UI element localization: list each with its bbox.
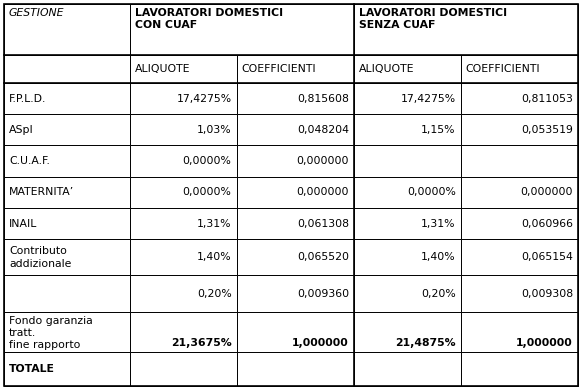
Bar	[354, 114, 460, 145]
Bar	[354, 312, 460, 352]
Bar	[4, 352, 130, 386]
Bar	[237, 114, 354, 145]
Text: Fondo garanzia
tratt.
fine rapporto: Fondo garanzia tratt. fine rapporto	[9, 316, 93, 351]
Bar	[460, 177, 578, 208]
Bar	[237, 239, 354, 275]
Text: GESTIONE: GESTIONE	[9, 8, 65, 18]
Text: ALIQUOTE: ALIQUOTE	[359, 64, 414, 74]
Text: 1,000000: 1,000000	[516, 338, 573, 348]
Text: C.U.A.F.: C.U.A.F.	[9, 156, 50, 166]
Text: 0,048204: 0,048204	[297, 125, 349, 135]
Text: 1,03%: 1,03%	[197, 125, 232, 135]
Bar	[4, 55, 130, 83]
Bar	[130, 4, 354, 55]
Text: 0,815608: 0,815608	[297, 94, 349, 104]
Bar	[460, 352, 578, 386]
Bar	[4, 145, 130, 177]
Text: 0,0000%: 0,0000%	[407, 187, 456, 197]
Bar	[4, 83, 130, 114]
Text: 0,20%: 0,20%	[197, 289, 232, 299]
Text: 1,15%: 1,15%	[421, 125, 456, 135]
Text: 0,000000: 0,000000	[296, 187, 349, 197]
Bar	[130, 55, 237, 83]
Text: 17,4275%: 17,4275%	[400, 94, 456, 104]
Bar	[130, 239, 237, 275]
Text: 0,065154: 0,065154	[521, 252, 573, 262]
Bar	[130, 83, 237, 114]
Bar	[354, 4, 578, 55]
Bar	[4, 4, 130, 55]
Text: 0,009308: 0,009308	[521, 289, 573, 299]
Bar	[4, 312, 130, 352]
Text: INAIL: INAIL	[9, 218, 37, 229]
Text: 21,3675%: 21,3675%	[171, 338, 232, 348]
Text: LAVORATORI DOMESTICI
SENZA CUAF: LAVORATORI DOMESTICI SENZA CUAF	[359, 8, 507, 30]
Bar	[354, 275, 460, 312]
Bar	[130, 177, 237, 208]
Text: 1,40%: 1,40%	[197, 252, 232, 262]
Bar	[4, 239, 130, 275]
Bar	[354, 239, 460, 275]
Text: 0,811053: 0,811053	[521, 94, 573, 104]
Bar	[460, 114, 578, 145]
Text: 0,0000%: 0,0000%	[183, 187, 232, 197]
Text: 21,4875%: 21,4875%	[395, 338, 456, 348]
Text: TOTALE: TOTALE	[9, 364, 55, 374]
Text: ASpI: ASpI	[9, 125, 34, 135]
Bar	[237, 352, 354, 386]
Text: 17,4275%: 17,4275%	[176, 94, 232, 104]
Bar	[130, 275, 237, 312]
Text: 1,000000: 1,000000	[292, 338, 349, 348]
Text: 0,20%: 0,20%	[421, 289, 456, 299]
Bar	[354, 145, 460, 177]
Text: F.P.L.D.: F.P.L.D.	[9, 94, 47, 104]
Bar	[130, 312, 237, 352]
Bar	[237, 177, 354, 208]
Text: ALIQUOTE: ALIQUOTE	[135, 64, 190, 74]
Bar	[237, 55, 354, 83]
Bar	[4, 275, 130, 312]
Text: MATERNITA’: MATERNITA’	[9, 187, 74, 197]
Text: COEFFICIENTI: COEFFICIENTI	[466, 64, 540, 74]
Bar	[4, 208, 130, 239]
Text: LAVORATORI DOMESTICI
CON CUAF: LAVORATORI DOMESTICI CON CUAF	[135, 8, 283, 30]
Bar	[460, 208, 578, 239]
Text: 1,31%: 1,31%	[197, 218, 232, 229]
Bar	[460, 239, 578, 275]
Text: 0,053519: 0,053519	[521, 125, 573, 135]
Bar	[354, 208, 460, 239]
Bar	[237, 145, 354, 177]
Bar	[460, 83, 578, 114]
Text: 0,000000: 0,000000	[520, 187, 573, 197]
Text: 0,060966: 0,060966	[521, 218, 573, 229]
Text: 0,000000: 0,000000	[296, 156, 349, 166]
Text: Contributo
addizionale: Contributo addizionale	[9, 246, 72, 269]
Bar	[130, 114, 237, 145]
Bar	[460, 145, 578, 177]
Bar	[237, 208, 354, 239]
Bar	[4, 114, 130, 145]
Bar	[237, 275, 354, 312]
Bar	[130, 208, 237, 239]
Bar	[460, 275, 578, 312]
Bar	[354, 55, 460, 83]
Text: 0,061308: 0,061308	[297, 218, 349, 229]
Bar	[354, 83, 460, 114]
Text: 0,009360: 0,009360	[297, 289, 349, 299]
Bar	[4, 177, 130, 208]
Bar	[237, 83, 354, 114]
Text: 0,065520: 0,065520	[297, 252, 349, 262]
Text: COEFFICIENTI: COEFFICIENTI	[242, 64, 316, 74]
Bar	[130, 145, 237, 177]
Text: 0,0000%: 0,0000%	[183, 156, 232, 166]
Bar	[237, 312, 354, 352]
Text: 1,31%: 1,31%	[421, 218, 456, 229]
Bar	[460, 312, 578, 352]
Text: 1,40%: 1,40%	[421, 252, 456, 262]
Bar	[354, 352, 460, 386]
Bar	[460, 55, 578, 83]
Bar	[130, 352, 237, 386]
Bar	[354, 177, 460, 208]
